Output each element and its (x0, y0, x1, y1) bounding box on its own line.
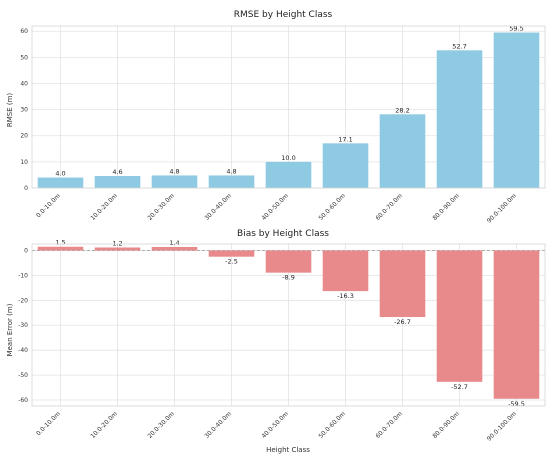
y-tick-label: -60 (18, 397, 28, 404)
data-label: -2.5 (225, 258, 238, 266)
bias-x-ticks: 0.0-10.0m 10.0-20.0m 20.0-30.0m 30.0-40.0m 4… (35, 410, 518, 442)
bar (94, 247, 141, 251)
y-tick-label: -10 (18, 272, 28, 279)
y-tick-label: -50 (18, 372, 28, 379)
rmse-chart: RMSE by Height Class RMSE (m) 0 10 20 30 40 5… (6, 10, 546, 225)
y-tick-label: 30 (20, 107, 28, 114)
y-tick-label: 0 (24, 185, 28, 192)
bias-chart: Bias by Height Class Mean Error (m) Heig… (6, 229, 546, 454)
y-tick-label: 10 (20, 159, 28, 166)
x-tick-label: 0.0-10.0m (35, 410, 62, 437)
data-label: 4.6 (112, 168, 122, 176)
data-label: 1.4 (169, 239, 179, 247)
data-label: 4.0 (55, 170, 65, 178)
bar (265, 250, 312, 273)
x-tick-label: 60.0-70.0m (374, 192, 404, 222)
bar (436, 50, 483, 188)
rmse-bars (37, 32, 540, 188)
y-tick-label: 40 (20, 80, 28, 87)
data-label: 17.1 (338, 135, 352, 143)
data-label: -26.7 (394, 318, 411, 326)
x-tick-label: 50.0-60.0m (317, 192, 347, 222)
x-tick-label: 20.0-30.0m (146, 410, 176, 440)
y-tick-label: -20 (18, 297, 28, 304)
rmse-data-labels: 4.0 4.6 4.8 4.8 10.0 17.1 28.2 52.7 59.5 (55, 25, 523, 178)
x-tick-label: 80.0-90.0m (431, 192, 461, 222)
data-label: 4.8 (226, 167, 236, 175)
x-tick-label: 50.0-60.0m (317, 410, 347, 440)
bias-chart-title: Bias by Height Class (237, 229, 329, 239)
y-tick-label: 50 (20, 54, 28, 61)
rmse-plot-frame (31, 25, 546, 189)
data-label: 59.5 (509, 25, 523, 33)
rmse-chart-title: RMSE by Height Class (234, 10, 333, 20)
data-label: -52.7 (451, 383, 468, 391)
data-label: 10.0 (281, 154, 295, 162)
x-tick-label: 30.0-40.0m (203, 410, 233, 440)
x-tick-label: 20.0-30.0m (146, 192, 176, 222)
data-label: -8.9 (282, 274, 295, 282)
data-label: 1.5 (55, 239, 65, 247)
x-tick-label: 90.0-100.0m (486, 410, 518, 442)
x-tick-label: 80.0-90.0m (431, 410, 461, 440)
bias-x-axis-label: Height Class (266, 446, 310, 454)
x-tick-label: 10.0-20.0m (89, 192, 119, 222)
y-tick-label: 20 (20, 133, 28, 140)
y-tick-label: -40 (18, 347, 28, 354)
bar (265, 161, 312, 188)
x-tick-label: 40.0-50.0m (260, 192, 290, 222)
x-tick-label: 0.0-10.0m (35, 192, 62, 219)
bar (493, 32, 540, 188)
bias-y-axis-label: Mean Error (m) (6, 303, 14, 356)
bar (37, 177, 84, 188)
bias-y-ticks: 0 -10 -20 -30 -40 -50 -60 (18, 247, 28, 404)
rmse-y-axis-label: RMSE (m) (6, 93, 14, 128)
bar (379, 114, 426, 188)
bar (151, 246, 198, 251)
rmse-x-ticks: 0.0-10.0m 10.0-20.0m 20.0-30.0m 30.0-40.0m 4… (35, 192, 518, 224)
y-tick-label: 60 (20, 28, 28, 35)
bar (322, 250, 369, 292)
bar (151, 175, 198, 188)
y-tick-label: 0 (24, 247, 28, 254)
bar (493, 250, 540, 399)
bar (94, 175, 141, 188)
bar (322, 143, 369, 188)
data-label: 28.2 (395, 106, 409, 114)
bar (208, 250, 255, 257)
bias-plot-frame (31, 243, 546, 407)
bar (379, 250, 426, 318)
data-label: -59.5 (508, 400, 525, 408)
data-label: 52.7 (452, 42, 466, 50)
data-label: 1.2 (112, 239, 122, 247)
x-tick-label: 30.0-40.0m (203, 192, 233, 222)
bar (208, 175, 255, 188)
bias-bars (37, 246, 540, 399)
bar (436, 250, 483, 382)
y-tick-label: -30 (18, 322, 28, 329)
x-tick-label: 90.0-100.0m (486, 192, 518, 224)
x-tick-label: 40.0-50.0m (260, 410, 290, 440)
data-label: 4.8 (169, 167, 179, 175)
data-label: -16.3 (337, 292, 354, 300)
bias-data-labels: 1.5 1.2 1.4 -2.5 -8.9 -16.3 -26.7 -52.7 -59.5 (55, 239, 525, 408)
x-tick-label: 10.0-20.0m (89, 410, 119, 440)
bar (37, 246, 84, 251)
rmse-y-ticks: 0 10 20 30 40 50 60 (20, 28, 28, 192)
x-tick-label: 60.0-70.0m (374, 410, 404, 440)
